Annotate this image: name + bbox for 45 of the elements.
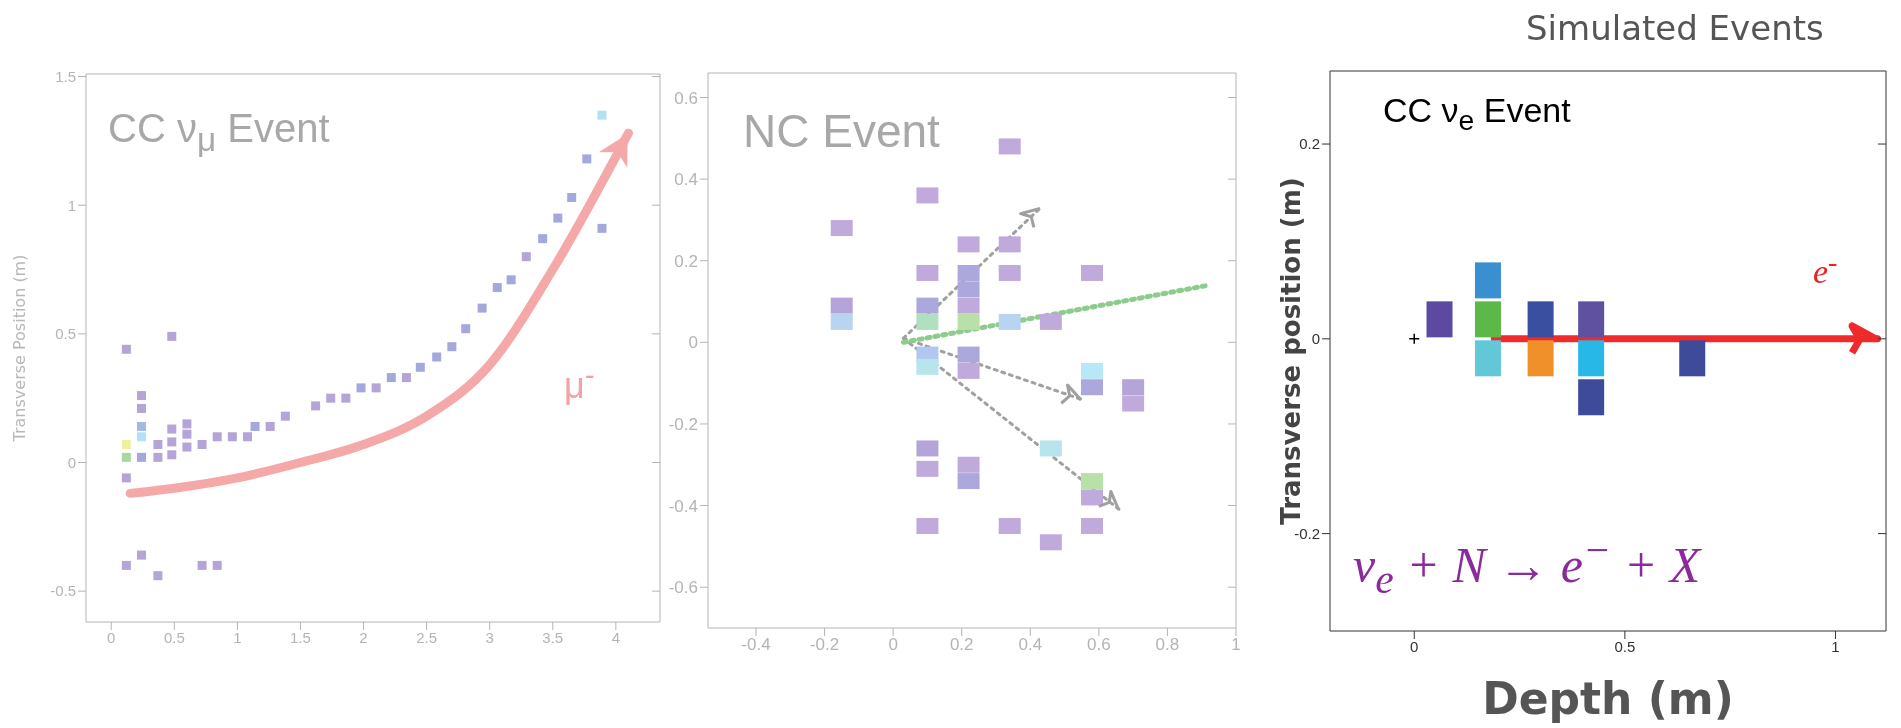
text: NC Event <box>743 105 940 157</box>
x-tick-label: 0.5 <box>1614 637 1636 655</box>
y-tick-label: 0.2 <box>674 251 698 271</box>
x-tick-label: -0.4 <box>741 635 771 655</box>
x-tick-label: 2.5 <box>416 628 438 646</box>
annotation: μ$^{-}$ <box>564 358 595 406</box>
text: CC ν$_{e}$ Event <box>1383 91 1571 136</box>
y-tick-label: 0.4 <box>674 170 698 190</box>
y-axis-title: Transverse position (m) <box>1276 177 1307 525</box>
y-tick-label: 0.5 <box>55 325 76 343</box>
x-tick-label: 0.5 <box>163 628 185 646</box>
y-tick-label: -0.5 <box>50 582 76 600</box>
y-tick-label: -0.2 <box>668 414 698 434</box>
x-tick-label: 0.8 <box>1155 635 1180 655</box>
x-tick-label: 4 <box>611 628 621 646</box>
y-tick-label: -0.6 <box>668 578 698 598</box>
y-tick-label: 0 <box>1311 330 1320 348</box>
annotation: ν$_{e}$ + N → e$^{−}$ + X <box>1353 527 1701 603</box>
x-tick-label: 3.5 <box>542 628 564 646</box>
y-tick-label: 1.5 <box>55 67 76 85</box>
y-tick-label: 0.6 <box>674 88 698 108</box>
x-axis-title: Depth (m) <box>1482 673 1734 724</box>
x-tick-label: 0 <box>107 628 116 646</box>
x-tick-label: 1 <box>1831 637 1840 655</box>
y-tick-label: 0.2 <box>1299 135 1320 153</box>
y-tick-label: -0.4 <box>668 496 698 516</box>
y-tick-label: 0 <box>688 333 698 353</box>
x-tick-label: 0.4 <box>1018 635 1043 655</box>
x-tick-label: 0 <box>888 635 898 655</box>
y-tick-label: 1 <box>67 196 76 214</box>
x-tick-label: 3 <box>485 628 494 646</box>
text: Simulated Events <box>1526 8 1824 48</box>
text: CC ν$_{μ}$ Event <box>108 106 330 158</box>
y-tick-label: -0.2 <box>1294 524 1320 542</box>
x-tick-label: 1.5 <box>290 628 311 646</box>
x-tick-label: 1 <box>1231 635 1241 655</box>
x-tick-label: 0.2 <box>949 635 974 655</box>
y-axis-title: Transverse Position (m) <box>9 254 29 443</box>
x-tick-label: 2 <box>359 628 368 646</box>
x-tick-label: 0.6 <box>1087 635 1111 655</box>
x-tick-label: 1 <box>233 628 242 646</box>
x-tick-label: -0.2 <box>809 635 840 655</box>
y-tick-label: 0 <box>67 453 76 471</box>
x-tick-label: 0 <box>1410 637 1419 655</box>
annotation: e$^{-}$ <box>1813 246 1838 291</box>
